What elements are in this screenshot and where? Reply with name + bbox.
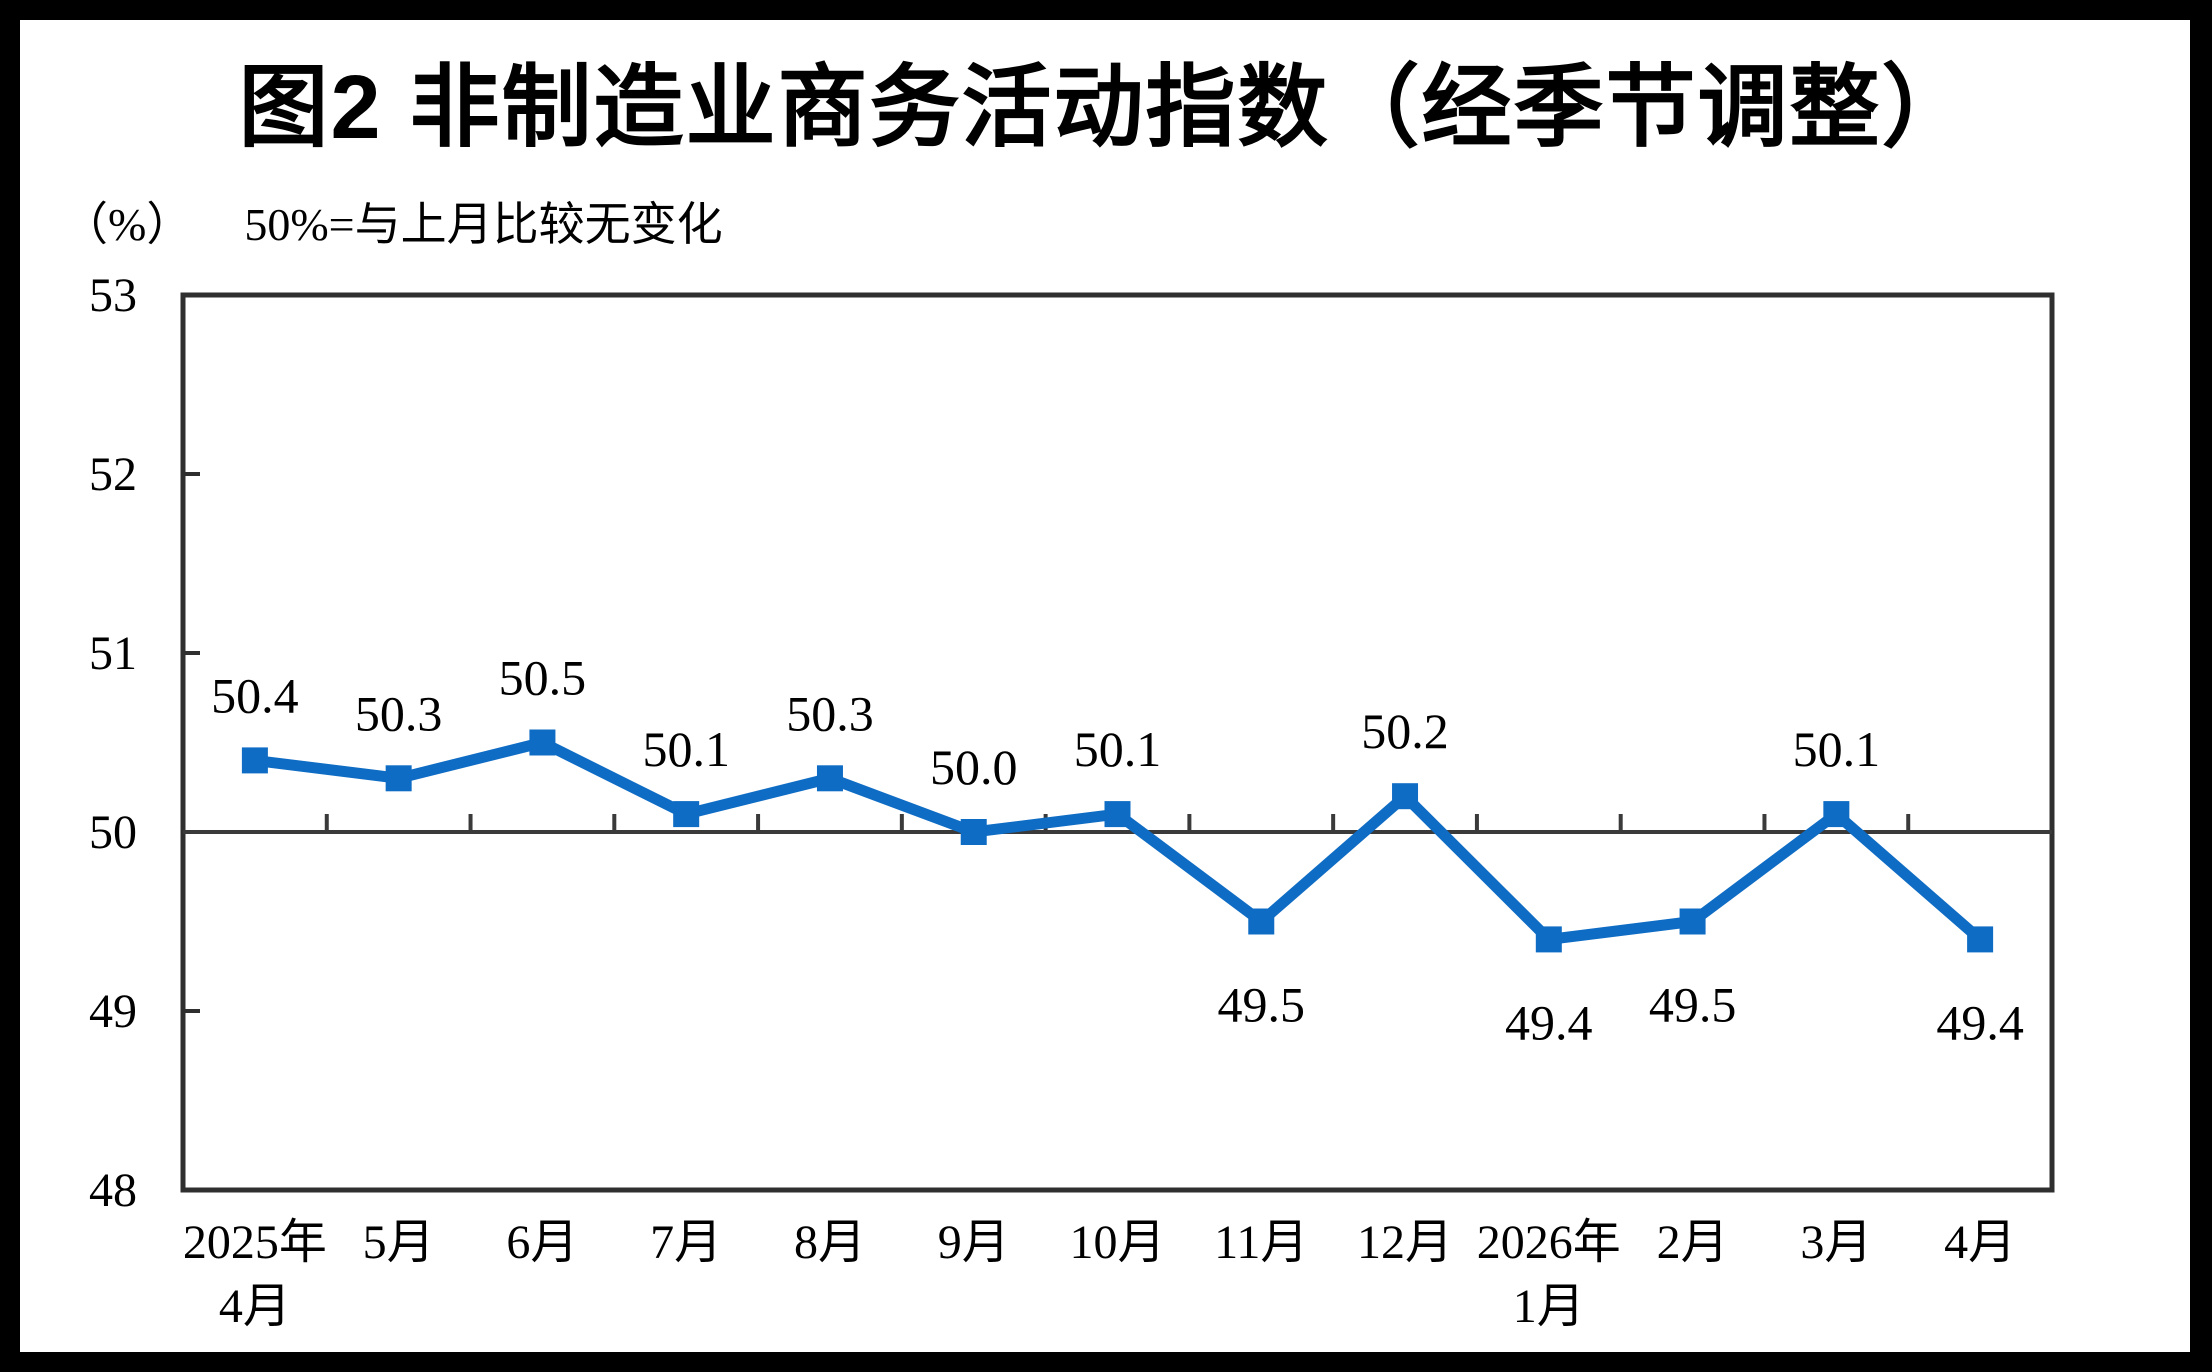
x-axis-category-label: 3月 bbox=[1800, 1216, 1872, 1269]
data-point-label: 50.1 bbox=[1074, 721, 1162, 777]
data-point-marker bbox=[960, 819, 987, 845]
x-axis-category-label: 2月 bbox=[1657, 1216, 1729, 1269]
data-point-label: 50.3 bbox=[355, 685, 443, 741]
x-axis-category-label: 10月 bbox=[1069, 1216, 1165, 1269]
data-point-marker bbox=[1248, 908, 1275, 935]
reference-note: 50%=与上月比较无变化 bbox=[244, 199, 723, 250]
data-point-marker bbox=[1104, 801, 1131, 828]
data-point-marker bbox=[385, 765, 412, 792]
data-point-label: 49.4 bbox=[1936, 994, 2024, 1050]
x-axis-category-label: 12月 bbox=[1357, 1216, 1453, 1269]
data-point-label: 50.2 bbox=[1361, 703, 1449, 759]
data-point-marker bbox=[1392, 783, 1419, 810]
x-axis-category-label: 4月 bbox=[1944, 1216, 2016, 1269]
y-axis-tick-label: 52 bbox=[89, 448, 137, 501]
data-point-marker bbox=[816, 765, 843, 792]
x-axis-category-label: 9月 bbox=[938, 1216, 1010, 1269]
y-axis-unit-label: （%） bbox=[62, 199, 193, 250]
y-axis-tick-label: 49 bbox=[89, 985, 137, 1038]
y-axis-tick-label: 53 bbox=[89, 269, 137, 322]
data-point-marker bbox=[1967, 926, 1994, 953]
data-point-label: 50.5 bbox=[499, 650, 587, 706]
figure-background bbox=[20, 20, 2190, 1352]
data-point-marker bbox=[673, 801, 700, 828]
x-axis-category-label: 5月 bbox=[363, 1216, 435, 1269]
x-axis-category-label: 2025年 4月 bbox=[183, 1216, 327, 1333]
x-axis-category-label: 8月 bbox=[794, 1216, 866, 1269]
data-point-label: 49.4 bbox=[1505, 994, 1593, 1050]
data-point-label: 50.3 bbox=[786, 685, 874, 741]
data-point-label: 50.1 bbox=[642, 721, 730, 777]
x-axis-category-label: 11月 bbox=[1214, 1216, 1308, 1269]
x-axis-category-label: 7月 bbox=[650, 1216, 722, 1269]
plot-frame bbox=[180, 292, 2055, 1193]
data-point-marker bbox=[529, 729, 556, 756]
y-axis-tick-label: 51 bbox=[89, 627, 137, 680]
data-point-marker bbox=[1823, 801, 1850, 828]
data-point-marker bbox=[1679, 908, 1706, 935]
data-point-marker bbox=[241, 747, 268, 774]
x-axis-category-label: 2026年 1月 bbox=[1477, 1216, 1621, 1333]
x-axis-category-label: 6月 bbox=[506, 1216, 578, 1269]
data-point-label: 50.0 bbox=[930, 739, 1018, 795]
axis-unit-row: （%） 50%=与上月比较无变化 bbox=[62, 188, 723, 254]
y-axis-tick-label: 50 bbox=[89, 806, 137, 859]
chart-title: 图2 非制造业商务活动指数（经季节调整） bbox=[238, 58, 1974, 158]
data-point-label: 50.4 bbox=[211, 667, 299, 723]
data-point-label: 49.5 bbox=[1218, 977, 1306, 1033]
data-point-marker bbox=[1535, 926, 1562, 953]
data-point-label: 49.5 bbox=[1649, 977, 1737, 1033]
data-point-label: 50.1 bbox=[1793, 721, 1881, 777]
y-axis-tick-label: 48 bbox=[89, 1164, 137, 1217]
